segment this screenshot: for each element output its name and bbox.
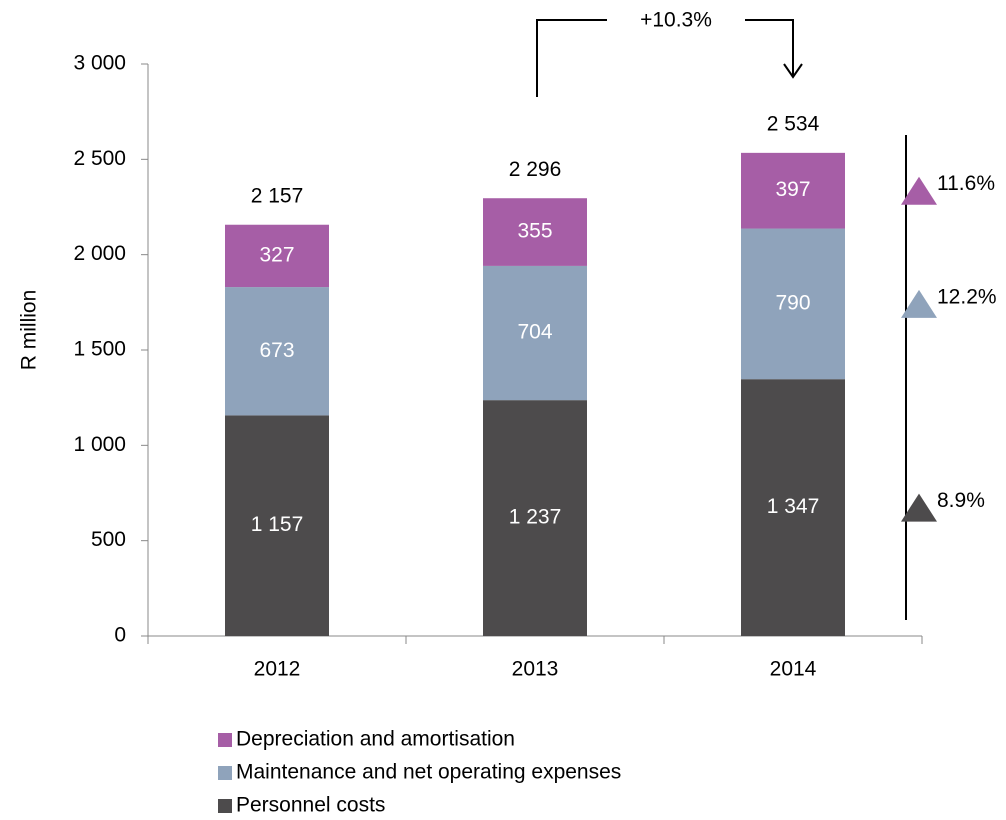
annotation: +10.3% [640, 9, 712, 32]
arrow-head [783, 63, 803, 79]
data-label: 397 [775, 178, 810, 201]
data-label: 1 347 [767, 495, 820, 518]
data-label: 704 [517, 321, 552, 344]
legend-label: Depreciation and amortisation [236, 728, 515, 751]
x-tick-label: 2013 [512, 658, 559, 681]
legend-swatch [218, 766, 232, 780]
bar-segment [741, 379, 845, 636]
y-tick-label: 0 [114, 624, 126, 647]
bar-segment [483, 198, 587, 266]
total-label: 2 534 [767, 112, 820, 135]
y-tick-label: 1 500 [73, 338, 126, 361]
legend-swatch [218, 799, 232, 813]
y-axis-label: R million [18, 290, 41, 371]
data-label: 790 [775, 291, 810, 314]
bar-segment [741, 152, 845, 229]
data-label: 673 [259, 339, 294, 362]
bar-segment [225, 415, 329, 636]
arrow [745, 19, 794, 75]
bar-segment [741, 228, 845, 380]
legend-label: Maintenance and net operating expenses [236, 761, 621, 784]
bar-segment [225, 224, 329, 288]
bar-segment [483, 400, 587, 636]
x-tick-label: 2012 [254, 658, 301, 681]
x-tick-label: 2014 [770, 658, 817, 681]
bar-segment [483, 265, 587, 401]
total-label: 2 296 [509, 158, 562, 181]
data-label: 1 237 [509, 506, 562, 529]
data-label: 327 [259, 243, 294, 266]
legend-swatch [218, 733, 232, 747]
y-tick-label: 2 000 [73, 242, 126, 265]
y-tick-label: 2 500 [73, 147, 126, 170]
data-label: 1 157 [251, 513, 304, 536]
y-tick-label: 1 000 [73, 433, 126, 456]
data-label: 355 [517, 220, 552, 243]
legend-label: Personnel costs [236, 794, 385, 817]
growth-label: 12.2% [937, 285, 997, 308]
growth-marker [901, 493, 937, 522]
y-tick-label: 3 000 [73, 52, 126, 75]
total-label: 2 157 [251, 184, 304, 207]
arrow [536, 19, 607, 97]
bar-segment [225, 287, 329, 416]
y-tick-label: 500 [91, 528, 126, 551]
growth-label: 8.9% [937, 489, 985, 512]
growth-label: 11.6% [937, 172, 995, 195]
growth-marker [901, 176, 937, 205]
growth-marker [901, 289, 937, 318]
